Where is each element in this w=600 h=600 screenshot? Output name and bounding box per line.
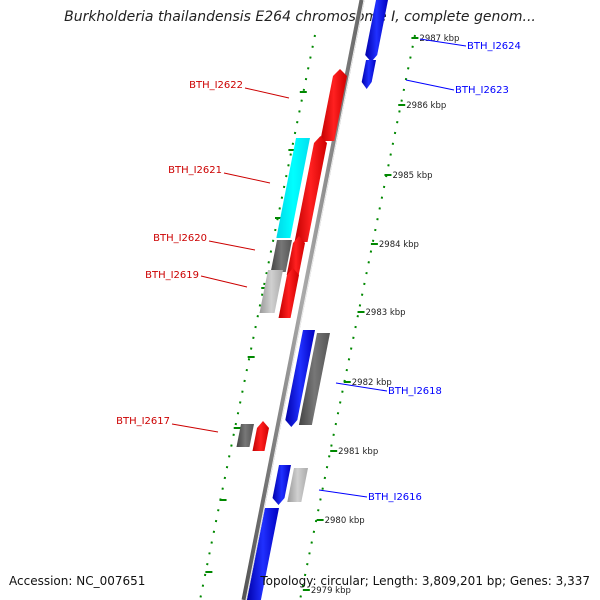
gene-leader-line <box>335 382 388 392</box>
gene-feature <box>276 138 310 238</box>
gene-leader-line <box>318 489 368 498</box>
topology-text: Topology: circular; Length: 3,809,201 bp… <box>260 574 590 588</box>
gene-feature <box>285 330 315 427</box>
gene-label[interactable]: BTH_I2616 <box>368 492 422 503</box>
gene-label[interactable]: BTH_I2618 <box>388 386 442 397</box>
gene-feature <box>272 465 291 505</box>
tick-label: 2982 kbp <box>352 378 392 388</box>
label-layer: BTH_I2624 BTH_I2623 BTH_I2622 BTH_I2621 BTH_… <box>116 38 521 503</box>
tick-label: 2981 kbp <box>338 447 378 457</box>
gene-label[interactable]: BTH_I2621 <box>168 165 222 176</box>
gene-label[interactable]: BTH_I2624 <box>467 41 521 52</box>
gene-leader-line <box>200 275 248 288</box>
tick-label: 2983 kbp <box>366 308 406 318</box>
tick-label: 2979 kbp <box>311 586 351 596</box>
gene-label[interactable]: BTH_I2623 <box>455 85 509 96</box>
tick-label: 2985 kbp <box>392 171 432 181</box>
gene-leader-line <box>405 79 455 91</box>
gene-feature <box>286 236 305 275</box>
gene-leader-line <box>223 172 271 184</box>
gene-feature <box>236 424 254 447</box>
backbone-line <box>241 0 365 600</box>
gene-leader-line <box>244 87 290 99</box>
gene-feature <box>270 240 292 272</box>
gene-layer <box>236 0 388 600</box>
gene-feature <box>259 270 283 313</box>
gene-leader-line <box>171 423 219 433</box>
gene-feature <box>361 60 376 89</box>
gene-feature <box>365 0 388 62</box>
tick-layer: 2987 kbp 2986 kbp 2985 kbp 2984 kbp 2983 kbp… <box>205 34 459 596</box>
gene-feature <box>252 421 269 451</box>
gene-label[interactable]: BTH_I2619 <box>145 270 199 281</box>
tick-label: 2984 kbp <box>379 240 419 250</box>
map-title: Burkholderia thailandensis E264 chromoso… <box>64 9 536 25</box>
gene-label[interactable]: BTH_I2617 <box>116 416 170 427</box>
gene-feature <box>287 468 308 502</box>
gene-feature <box>278 268 299 318</box>
gene-leader-line <box>419 38 467 47</box>
accession-text: Accession: NC_007651 <box>9 574 146 588</box>
tick-label: 2980 kbp <box>325 516 365 526</box>
gene-feature <box>298 333 330 425</box>
tick-label: 2987 kbp <box>419 34 459 44</box>
gene-leader-line <box>208 240 256 251</box>
gene-label[interactable]: BTH_I2620 <box>153 233 207 244</box>
tick-label: 2986 kbp <box>406 101 446 111</box>
gene-feature <box>294 136 327 242</box>
gene-feature <box>320 69 347 141</box>
gene-label[interactable]: BTH_I2622 <box>189 80 243 91</box>
gene-feature <box>246 508 279 600</box>
